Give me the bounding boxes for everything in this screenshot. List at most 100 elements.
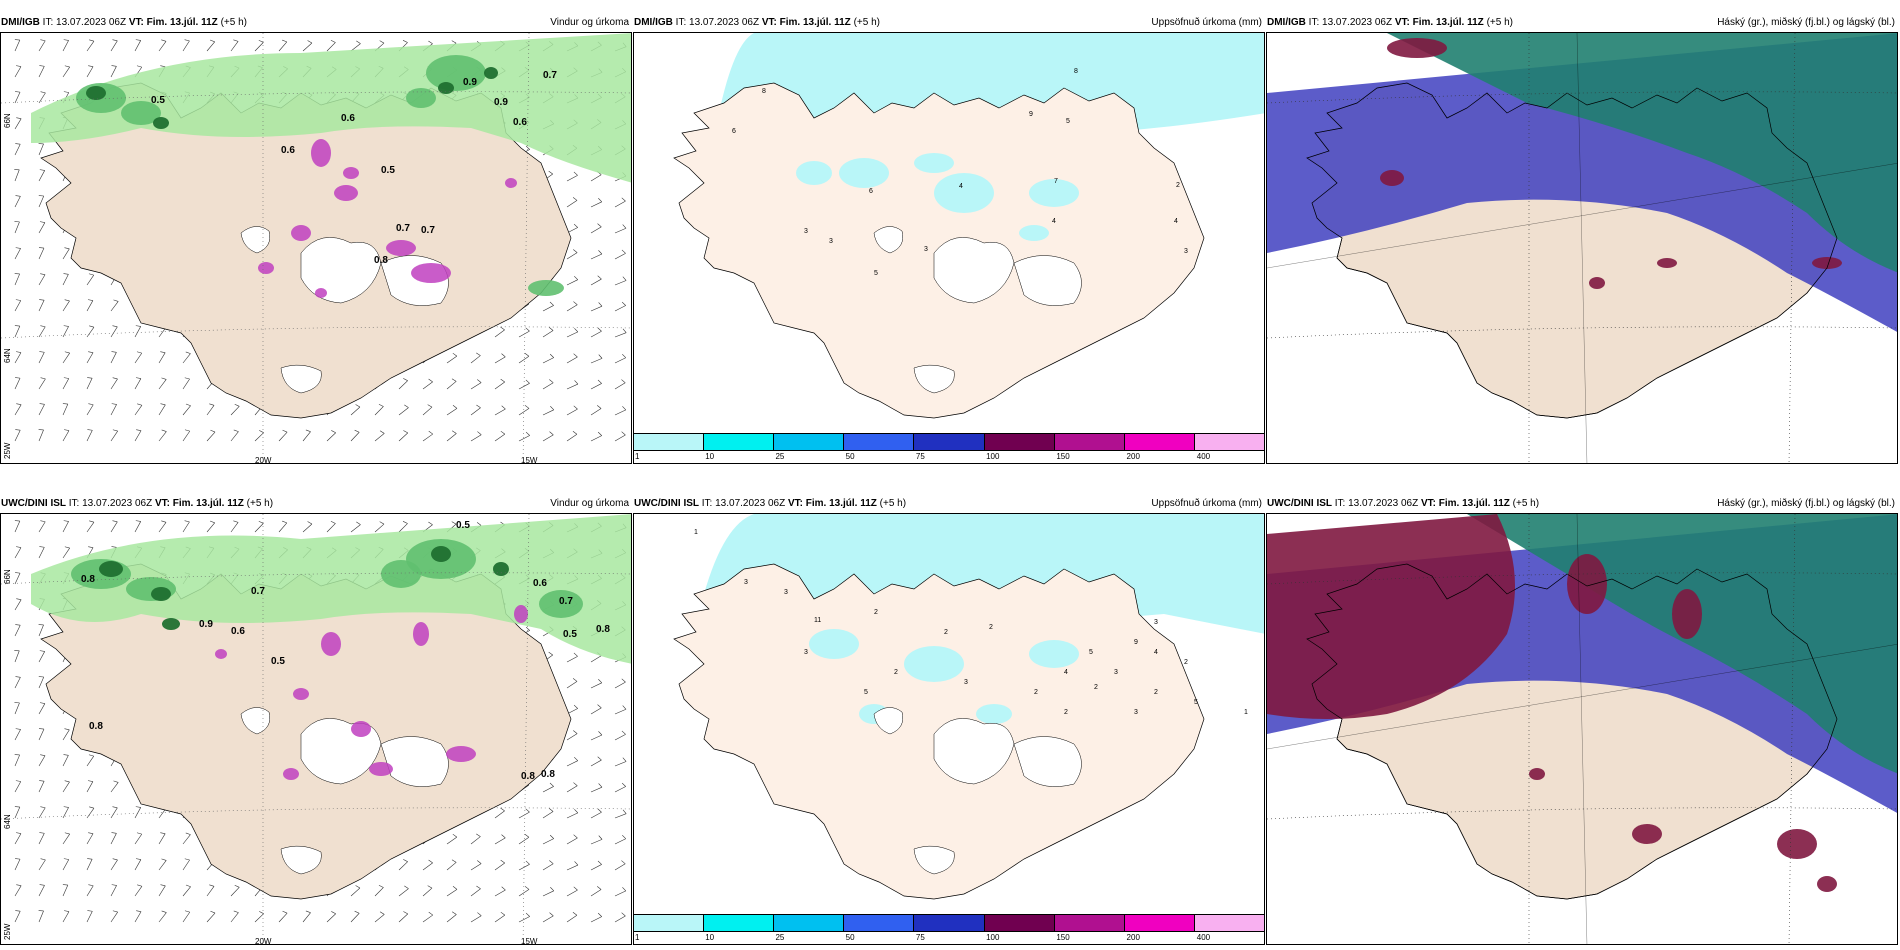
map-frame[interactable]: 8 6 9 5 6 4 7 4 3 3 5 3 2 4 3 8 (633, 32, 1265, 464)
contour-label: 0.8 (81, 574, 95, 585)
map-frame[interactable] (1266, 513, 1898, 945)
contour-label: 0.7 (251, 586, 265, 597)
precip-magenta-shading (215, 605, 528, 780)
precip-value-label: 5 (874, 270, 878, 277)
colorbar-label: 25 (775, 452, 785, 461)
product-title: Uppsöfnuð úrkoma (mm) (1151, 17, 1262, 28)
map-frame[interactable] (1266, 32, 1898, 464)
accumulated-precip-map: 8 6 9 5 6 4 7 4 3 3 5 3 2 4 3 8 (673, 33, 1264, 419)
contour-label: 0.6 (341, 113, 355, 124)
precip-value-label: 5 (864, 689, 868, 696)
lead-time: (+5 h) (220, 17, 247, 28)
colorbar-label: 50 (845, 933, 855, 942)
contour-label: 0.8 (521, 771, 535, 782)
lead-time: (+5 h) (1486, 17, 1513, 28)
model-name: DMI/IGB (1, 17, 40, 28)
precip-value-label: 3 (1114, 669, 1118, 676)
contour-label: 0.6 (231, 626, 245, 637)
init-time: 13.07.2023 06Z (56, 17, 127, 28)
map-frame[interactable]: 0.5 0.9 0.8 0.6 0.7 0.5 0.8 0.8 0.8 0.5 … (0, 513, 632, 945)
precip-value-label: 8 (762, 88, 766, 95)
precip-value-label: 3 (804, 649, 808, 656)
colorbar-swatch (1124, 915, 1195, 931)
precip-value-label: 6 (869, 188, 873, 195)
cloud-cover-map (1267, 514, 1897, 944)
colorbar-label: 150 (1056, 933, 1070, 942)
panel-uwc-wind: UWC/DINI ISL IT: 13.07.2023 06Z VT: Fim.… (0, 495, 632, 945)
contour-label: 0.9 (463, 77, 477, 88)
precip-value-label: 3 (744, 579, 748, 586)
precip-value-label: 3 (964, 679, 968, 686)
lon-label: 15W (521, 456, 538, 464)
precip-value-label: 2 (874, 609, 878, 616)
product-title: Háský (gr.), miðský (fj.bl.) og lágský (… (1717, 17, 1895, 28)
colorbar-swatch (704, 915, 775, 931)
colorbar-swatch (1194, 915, 1264, 931)
panel-header: DMI/IGB IT: 13.07.2023 06Z VT: Fim. 13.j… (1266, 14, 1898, 32)
contour-label: 0.5 (563, 629, 577, 640)
colorbar-label: 200 (1126, 452, 1140, 461)
lon-label: 20W (255, 456, 272, 464)
precip-value-label: 3 (1184, 248, 1188, 255)
precip-value-label: 2 (1064, 709, 1068, 716)
precip-value-label: 2 (894, 669, 898, 676)
colorbar-swatch (914, 434, 985, 450)
colorbar-swatch (704, 434, 775, 450)
precip-value-label: 7 (1054, 178, 1058, 185)
model-name: UWC/DINI ISL (1, 498, 66, 509)
colorbar-swatch (1194, 434, 1264, 450)
colorbar-swatch (1124, 434, 1195, 450)
precip-value-label: 9 (1134, 639, 1138, 646)
model-name: UWC/DINI ISL (1267, 498, 1332, 509)
colorbar-swatch (1054, 434, 1125, 450)
contour-label: 0.7 (421, 225, 435, 236)
contour-label: 0.6 (533, 578, 547, 589)
lead-time: (+5 h) (853, 17, 880, 28)
panel-header: DMI/IGB IT: 13.07.2023 06Z VT: Fim. 13.j… (633, 14, 1265, 32)
lat-label: 66N (3, 569, 12, 584)
contour-label: 0.5 (381, 165, 395, 176)
precip-value-label: 3 (784, 589, 788, 596)
valid-time: Fim. 13.júl. 11Z (779, 17, 851, 28)
product-title: Vindur og úrkoma (550, 498, 629, 509)
contour-labels: 0.9 0.7 0.5 0.6 0.7 0.6 0.5 0.7 0.8 0.9 … (151, 70, 557, 266)
precip-value-label: 8 (1074, 68, 1078, 75)
colorbar-swatch (634, 915, 705, 931)
lon-label: 15W (521, 937, 538, 945)
precip-value-label: 2 (1176, 182, 1180, 189)
colorbar-label: 200 (1126, 933, 1140, 942)
colorbar-swatch (984, 915, 1055, 931)
contour-label: 0.5 (151, 95, 165, 106)
accumulated-precip-map: 1 2 3 2 5 11 3 3 2 2 3 4 5 9 2 3 2 5 1 3 2 4 3 2 2 (673, 514, 1264, 900)
glacier-white (873, 226, 1082, 394)
panel-uwc-precip: UWC/DINI ISL IT: 13.07.2023 06Z VT: Fim.… (633, 495, 1265, 945)
colorbar-swatch (1054, 915, 1125, 931)
lat-lon-grid (1267, 514, 1897, 944)
map-frame[interactable]: 1 2 3 2 5 11 3 3 2 2 3 4 5 9 2 3 2 5 1 3 2 4 3 2 2 (633, 513, 1265, 945)
contour-label: 0.5 (456, 520, 470, 531)
precip-value-label: 3 (1154, 619, 1158, 626)
colorbar-swatch (774, 434, 845, 450)
colorbar-swatch (634, 434, 705, 450)
map-frame[interactable]: 0.9 0.7 0.5 0.6 0.7 0.6 0.5 0.7 0.8 0.9 … (0, 32, 632, 464)
valid-time: Fim. 13.júl. 11Z (172, 498, 244, 509)
panel-header: DMI/IGB IT: 13.07.2023 06Z VT: Fim. 13.j… (0, 14, 632, 32)
model-name: DMI/IGB (634, 17, 673, 28)
glacier-white (873, 707, 1082, 875)
colorbar-swatch (844, 915, 915, 931)
precip-value-label: 3 (829, 238, 833, 245)
cloud-layers (1267, 33, 1897, 463)
colorbar-labels: 1 10 25 50 75 100 150 200 400 (633, 933, 1265, 945)
colorbar-label: 1 (635, 933, 640, 942)
init-time: 13.07.2023 06Z (82, 498, 153, 509)
cloud-cover-map (1267, 33, 1897, 463)
precip-value-label: 5 (1194, 699, 1198, 706)
lat-label: 64N (3, 814, 12, 829)
contour-label: 0.8 (89, 721, 103, 732)
contour-label: 0.7 (543, 70, 557, 81)
lat-lon-grid (1267, 33, 1897, 463)
precip-value-label: 6 (732, 128, 736, 135)
precip-value-label: 4 (1052, 218, 1056, 225)
contour-label: 0.7 (559, 596, 573, 607)
precip-value-label: 3 (924, 246, 928, 253)
